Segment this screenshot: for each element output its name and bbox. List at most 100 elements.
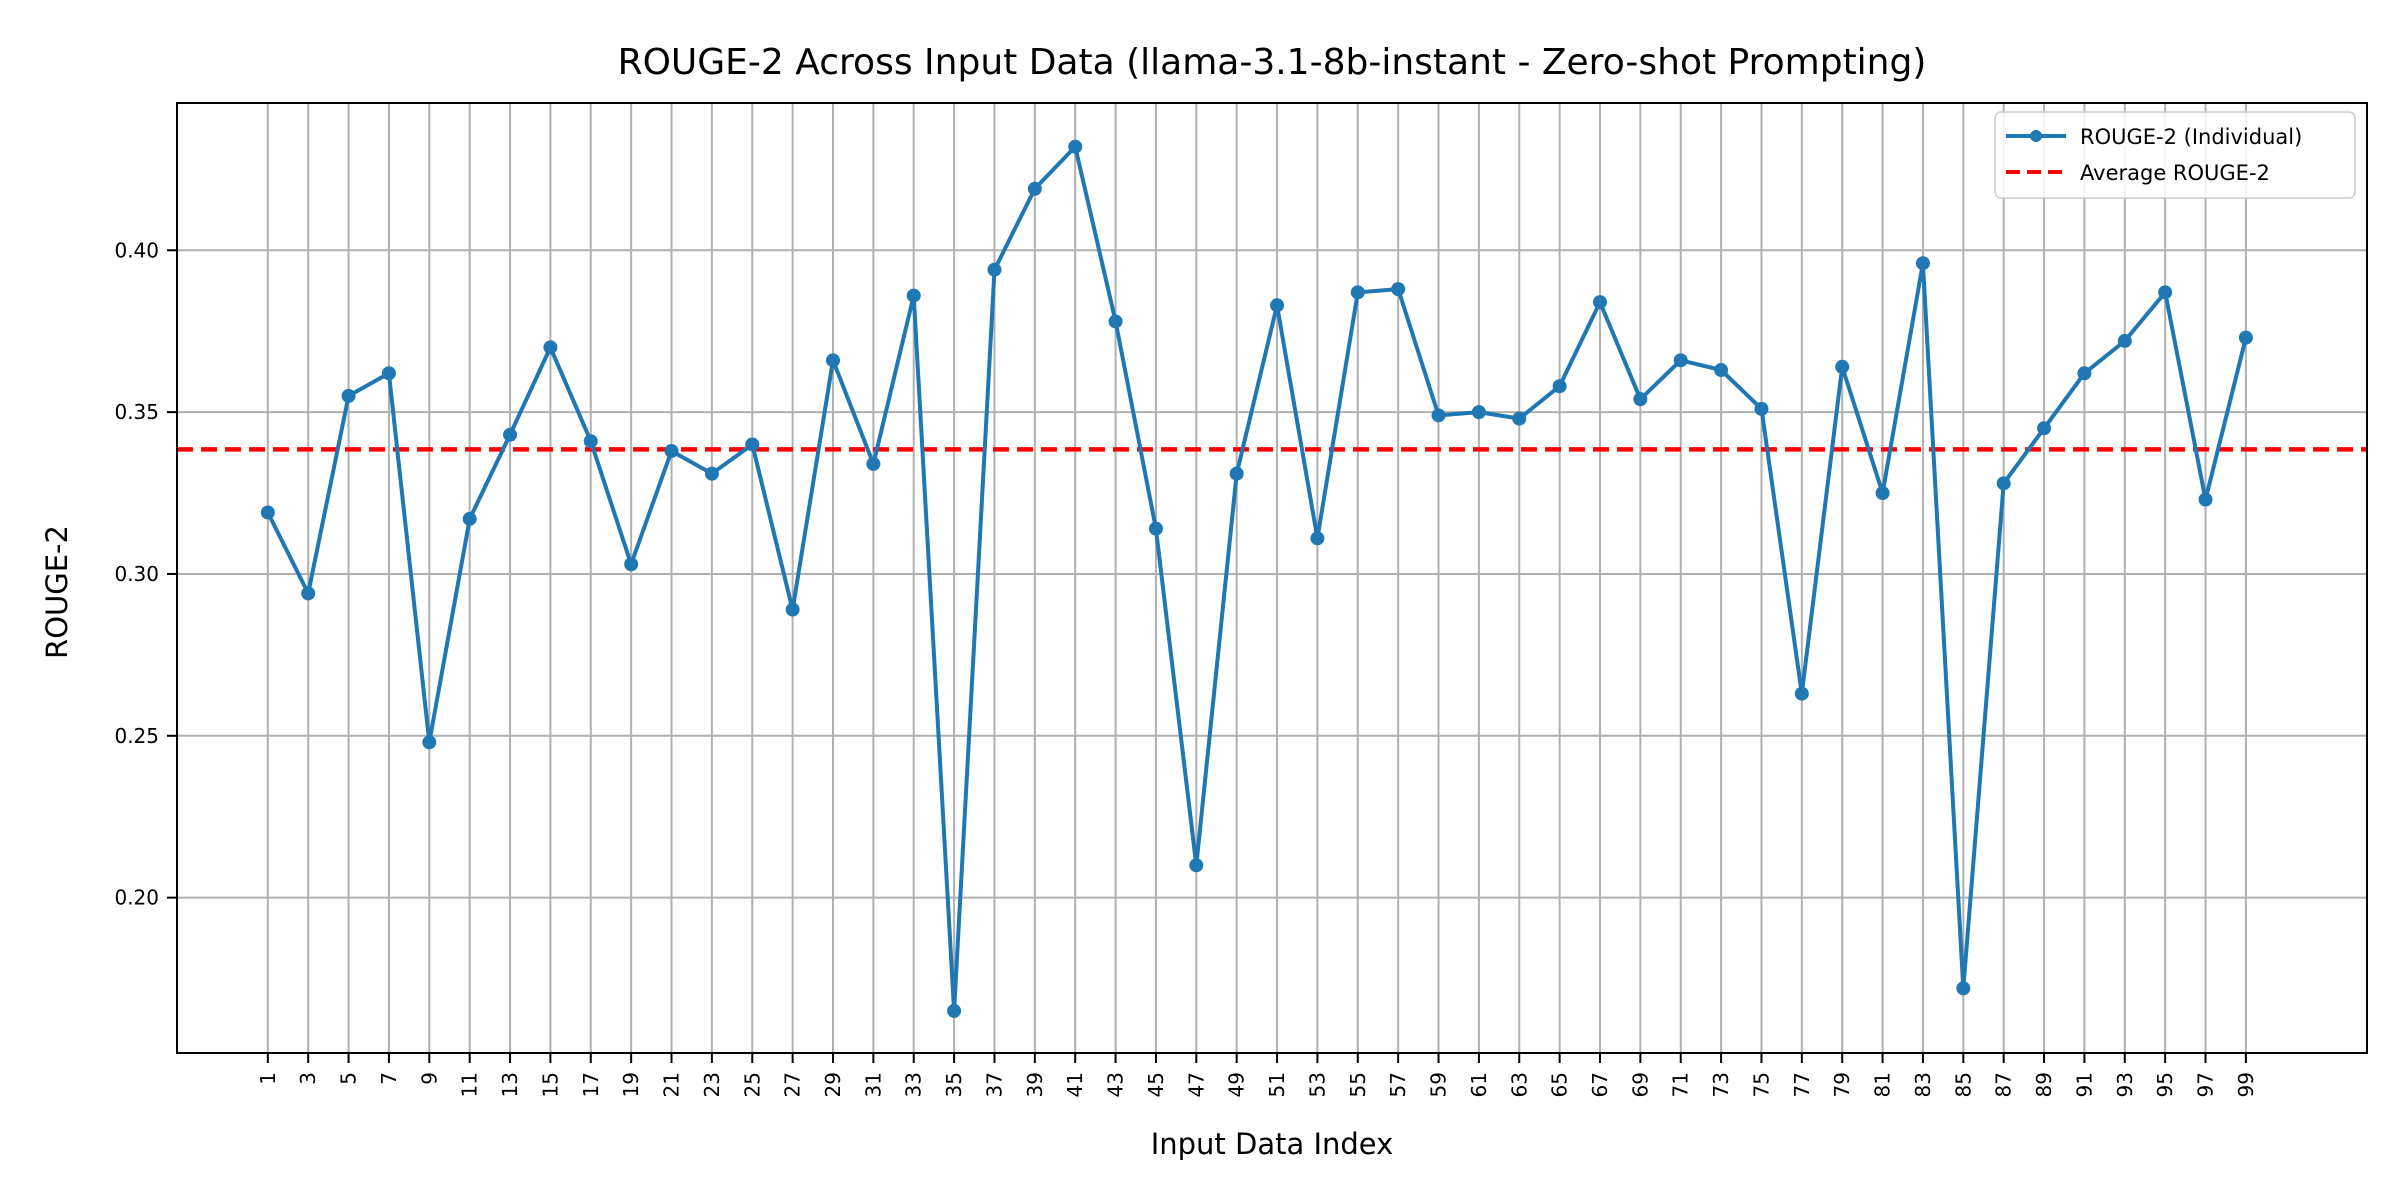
x-tick-label: 99 bbox=[2234, 1072, 2258, 1097]
data-point bbox=[381, 366, 396, 381]
x-tick-label: 83 bbox=[1911, 1072, 1935, 1097]
x-tick-label: 23 bbox=[700, 1072, 724, 1097]
data-point bbox=[704, 466, 719, 481]
x-tick-label: 21 bbox=[660, 1072, 684, 1097]
x-tick-label: 53 bbox=[1305, 1072, 1329, 1097]
x-tick-label: 51 bbox=[1265, 1072, 1289, 1097]
grid-lines bbox=[177, 103, 2367, 1053]
x-tick-label: 39 bbox=[1023, 1072, 1047, 1097]
x-tick-label: 7 bbox=[377, 1072, 401, 1085]
x-tick-label: 57 bbox=[1386, 1072, 1410, 1097]
x-tick-label: 97 bbox=[2194, 1072, 2218, 1097]
data-point bbox=[2037, 421, 2052, 436]
plot-frame bbox=[176, 102, 2368, 1054]
x-tick-label: 29 bbox=[821, 1072, 845, 1097]
data-point bbox=[462, 511, 477, 526]
data-point bbox=[1108, 314, 1123, 329]
data-point bbox=[1471, 405, 1486, 420]
data-point bbox=[583, 434, 598, 449]
x-axis-label: Input Data Index bbox=[1151, 1127, 1394, 1161]
data-point bbox=[2117, 333, 2132, 348]
y-tick-label: 0.40 bbox=[114, 238, 159, 262]
data-point bbox=[1027, 181, 1042, 196]
data-point bbox=[1391, 282, 1406, 297]
x-tick-label: 79 bbox=[1830, 1072, 1854, 1097]
data-point bbox=[785, 602, 800, 617]
data-point bbox=[1229, 466, 1244, 481]
x-tick-label: 87 bbox=[1992, 1072, 2016, 1097]
data-point bbox=[1956, 981, 1971, 996]
x-tick-label: 93 bbox=[2113, 1072, 2137, 1097]
x-tick-label: 71 bbox=[1669, 1072, 1693, 1097]
x-tick-label: 49 bbox=[1225, 1072, 1249, 1097]
y-tick-label: 0.25 bbox=[114, 724, 159, 748]
x-tick-label: 33 bbox=[902, 1072, 926, 1097]
x-tick-label: 91 bbox=[2072, 1072, 2096, 1097]
legend-label-average: Average ROUGE-2 bbox=[2080, 161, 2270, 185]
data-point bbox=[1189, 858, 1204, 873]
x-tick-label: 77 bbox=[1790, 1072, 1814, 1097]
data-point bbox=[2077, 366, 2092, 381]
data-point bbox=[543, 340, 558, 355]
x-tick-label: 35 bbox=[942, 1072, 966, 1097]
data-point bbox=[260, 505, 275, 520]
y-axis-ticks: 0.20 0.25 0.30 0.35 0.40 bbox=[114, 238, 177, 910]
x-tick-label: 9 bbox=[417, 1072, 441, 1085]
data-point bbox=[1431, 408, 1446, 423]
x-tick-label: 5 bbox=[337, 1072, 361, 1085]
data-point bbox=[2158, 285, 2173, 300]
data-point bbox=[1552, 379, 1567, 394]
x-tick-label: 19 bbox=[619, 1072, 643, 1097]
y-tick-label: 0.20 bbox=[114, 886, 159, 910]
legend-label-individual: ROUGE-2 (Individual) bbox=[2080, 125, 2302, 149]
legend-marker-individual bbox=[2030, 130, 2042, 142]
x-tick-label: 95 bbox=[2153, 1072, 2177, 1097]
x-tick-label: 85 bbox=[1951, 1072, 1975, 1097]
x-tick-label: 31 bbox=[861, 1072, 885, 1097]
legend: ROUGE-2 (Individual) Average ROUGE-2 bbox=[1994, 111, 2356, 199]
data-point bbox=[1310, 531, 1325, 546]
x-tick-label: 59 bbox=[1427, 1072, 1451, 1097]
data-point bbox=[1270, 298, 1285, 313]
x-tick-label: 3 bbox=[296, 1072, 320, 1085]
data-point bbox=[866, 456, 881, 471]
series-layer bbox=[260, 139, 2253, 1018]
data-point bbox=[624, 557, 639, 572]
x-tick-label: 25 bbox=[740, 1072, 764, 1097]
x-tick-label: 37 bbox=[982, 1072, 1006, 1097]
data-point bbox=[301, 586, 316, 601]
data-point bbox=[947, 1003, 962, 1018]
x-tick-label: 67 bbox=[1588, 1072, 1612, 1097]
x-tick-label: 89 bbox=[2032, 1072, 2056, 1097]
data-point bbox=[906, 288, 921, 303]
data-point bbox=[987, 262, 1002, 277]
x-tick-label: 73 bbox=[1709, 1072, 1733, 1097]
x-tick-label: 1 bbox=[256, 1072, 280, 1085]
data-point bbox=[1996, 476, 2011, 491]
data-point bbox=[1875, 486, 1890, 501]
x-axis-ticks: 1 3 5 7 9 11 13 15 17 19 21 23 25 27 29 31 33 35 37 39 41 43 4… bbox=[256, 1053, 2258, 1097]
x-tick-label: 69 bbox=[1628, 1072, 1652, 1097]
x-tick-label: 47 bbox=[1184, 1072, 1208, 1097]
x-tick-label: 75 bbox=[1749, 1072, 1773, 1097]
data-point bbox=[1915, 256, 1930, 271]
x-tick-label: 63 bbox=[1507, 1072, 1531, 1097]
data-point bbox=[745, 437, 760, 452]
data-point bbox=[1592, 295, 1607, 310]
data-point bbox=[664, 443, 679, 458]
data-point bbox=[503, 427, 518, 442]
data-point bbox=[2198, 492, 2213, 507]
data-point bbox=[341, 388, 356, 403]
legend-box bbox=[1994, 111, 2356, 199]
data-point bbox=[1512, 411, 1527, 426]
x-tick-label: 55 bbox=[1346, 1072, 1370, 1097]
data-point bbox=[1835, 359, 1850, 374]
data-point bbox=[1754, 401, 1769, 416]
data-point bbox=[1350, 285, 1365, 300]
y-tick-label: 0.35 bbox=[114, 400, 159, 424]
data-point bbox=[1148, 521, 1163, 536]
data-point bbox=[1068, 139, 1083, 154]
